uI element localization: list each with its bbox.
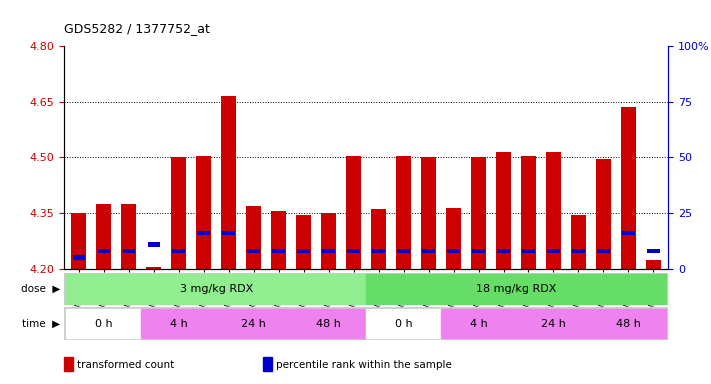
Text: 24 h: 24 h xyxy=(541,318,566,329)
Bar xyxy=(122,204,137,269)
Bar xyxy=(546,152,561,269)
Text: GDS5282 / 1377752_at: GDS5282 / 1377752_at xyxy=(64,22,210,35)
Bar xyxy=(73,255,85,260)
Bar xyxy=(173,249,186,253)
Bar xyxy=(321,213,336,269)
Text: 0 h: 0 h xyxy=(95,318,113,329)
Bar xyxy=(591,309,665,338)
Bar xyxy=(67,274,366,304)
Bar xyxy=(366,309,441,338)
Text: 48 h: 48 h xyxy=(316,318,341,329)
Text: 48 h: 48 h xyxy=(616,318,641,329)
Bar xyxy=(397,249,410,253)
Bar xyxy=(67,309,141,338)
Bar xyxy=(272,249,285,253)
Bar xyxy=(596,159,611,269)
Bar xyxy=(272,211,287,269)
Text: percentile rank within the sample: percentile rank within the sample xyxy=(276,360,451,370)
Bar xyxy=(297,249,310,253)
Bar xyxy=(646,260,661,269)
Bar xyxy=(247,249,260,253)
Bar xyxy=(373,249,385,253)
Bar xyxy=(221,96,236,269)
Bar xyxy=(446,207,461,269)
Bar xyxy=(198,231,210,235)
Bar xyxy=(223,231,235,235)
Bar xyxy=(396,156,411,269)
Bar xyxy=(216,309,292,338)
Bar xyxy=(72,213,87,269)
Text: dose  ▶: dose ▶ xyxy=(21,284,60,294)
Bar xyxy=(496,152,511,269)
Text: 4 h: 4 h xyxy=(170,318,188,329)
Bar xyxy=(572,249,585,253)
Bar xyxy=(622,231,635,235)
Bar xyxy=(296,215,311,269)
Bar xyxy=(141,309,216,338)
Bar xyxy=(366,274,665,304)
Bar xyxy=(522,249,535,253)
Bar xyxy=(441,309,516,338)
Bar xyxy=(147,242,160,247)
Bar xyxy=(516,309,591,338)
Bar xyxy=(246,206,261,269)
Bar xyxy=(371,209,386,269)
Bar xyxy=(122,249,135,253)
Bar xyxy=(346,156,361,269)
Text: 24 h: 24 h xyxy=(241,318,266,329)
Bar xyxy=(97,249,110,253)
Bar xyxy=(146,267,161,269)
Bar xyxy=(571,215,586,269)
Bar xyxy=(597,249,610,253)
Bar xyxy=(322,249,335,253)
Bar xyxy=(621,107,636,269)
Bar xyxy=(196,156,211,269)
Bar xyxy=(497,249,510,253)
Bar xyxy=(347,249,360,253)
Bar xyxy=(472,249,485,253)
Bar xyxy=(292,309,366,338)
Text: transformed count: transformed count xyxy=(77,360,174,370)
Text: 4 h: 4 h xyxy=(470,318,488,329)
Bar xyxy=(421,157,436,269)
Bar xyxy=(422,249,435,253)
Bar xyxy=(647,249,660,253)
Bar xyxy=(547,249,560,253)
Bar xyxy=(471,157,486,269)
Text: time  ▶: time ▶ xyxy=(22,318,60,329)
Bar xyxy=(97,204,112,269)
Text: 3 mg/kg RDX: 3 mg/kg RDX xyxy=(180,284,253,294)
Bar xyxy=(171,157,186,269)
Text: 18 mg/kg RDX: 18 mg/kg RDX xyxy=(476,284,556,294)
Text: 0 h: 0 h xyxy=(395,318,412,329)
Bar xyxy=(447,249,460,253)
Bar xyxy=(521,156,536,269)
